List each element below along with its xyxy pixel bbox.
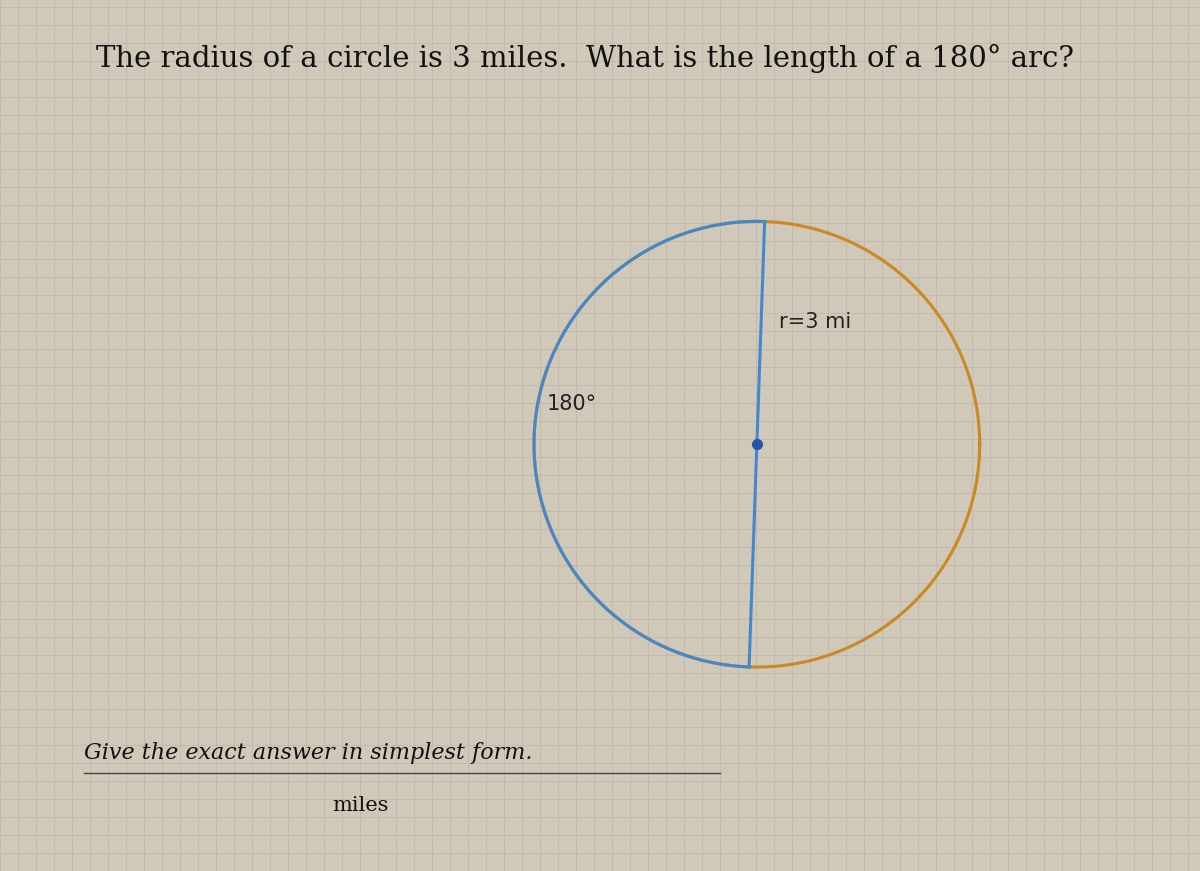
Text: r=3 mi: r=3 mi: [779, 312, 851, 332]
Text: 180°: 180°: [546, 394, 596, 414]
Text: The radius of a circle is 3 miles.  What is the length of a 180° arc?: The radius of a circle is 3 miles. What …: [96, 44, 1074, 72]
Text: Give the exact answer in simplest form.: Give the exact answer in simplest form.: [84, 742, 533, 765]
Text: miles: miles: [331, 796, 389, 815]
